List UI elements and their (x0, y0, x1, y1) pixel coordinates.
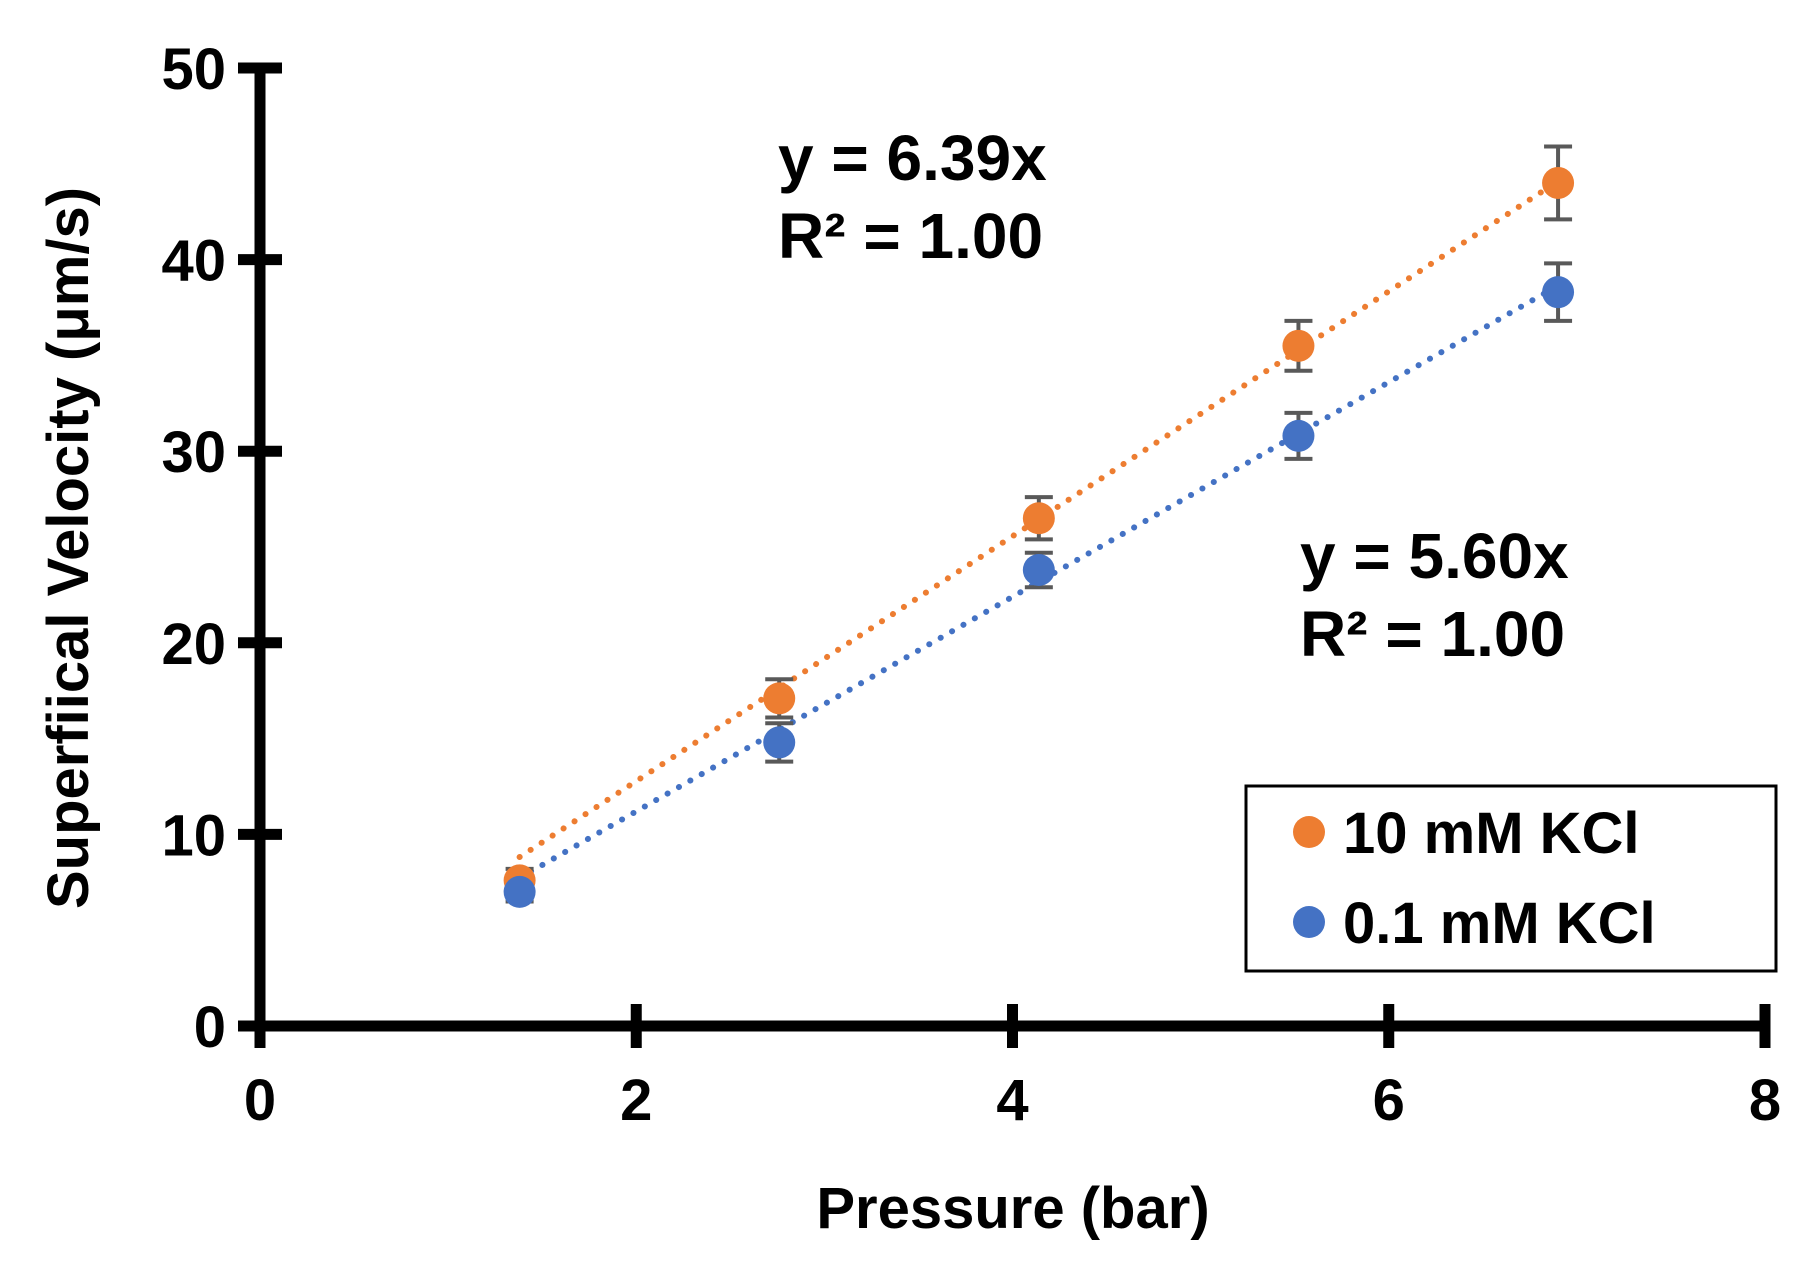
x-tick-label: 8 (1749, 1068, 1781, 1133)
orange-trendline-r2: R² = 1.00 (778, 200, 1043, 272)
y-tick-label: 0 (194, 995, 226, 1060)
data-points (503, 166, 1575, 908)
data-point-10mM (1022, 502, 1055, 535)
x-tick-label: 6 (1373, 1068, 1405, 1133)
legend-label-10mM: 10 mM KCl (1343, 801, 1640, 866)
x-tick-label: 4 (996, 1068, 1028, 1133)
legend-marker-10mM (1293, 816, 1325, 848)
x-tick-label: 0 (244, 1068, 276, 1133)
data-point-01mM (1542, 276, 1575, 309)
blue-trendline-r2: R² = 1.00 (1300, 598, 1565, 670)
axes: 0 2 4 6 8 0 10 20 30 40 50 (161, 37, 1781, 1133)
data-point-01mM (503, 875, 536, 908)
legend-box (1244, 784, 1778, 973)
y-axis-title: Superfiical Velocity (μm/s) (36, 187, 101, 909)
data-point-10mM (1282, 329, 1315, 362)
data-point-10mM (763, 682, 796, 715)
legend-marker-01mM (1293, 906, 1325, 938)
x-tick-label: 2 (620, 1068, 652, 1133)
data-point-10mM (1542, 166, 1575, 199)
data-point-01mM (1282, 419, 1315, 452)
legend-label-01mM: 0.1 mM KCl (1343, 891, 1656, 956)
data-point-01mM (1022, 553, 1055, 586)
y-tick-label: 10 (161, 803, 226, 868)
data-point-01mM (763, 726, 796, 759)
legend: 10 mM KCl 0.1 mM KCl (1244, 784, 1778, 973)
y-tick-label: 40 (161, 229, 226, 294)
x-axis-title: Pressure (bar) (816, 1176, 1209, 1241)
trendlines (516, 178, 1562, 881)
orange-trendline-equation: y = 6.39x (778, 122, 1047, 194)
trendline-01mM (516, 282, 1562, 881)
blue-trendline-equation: y = 5.60x (1300, 520, 1569, 592)
y-tick-label: 20 (161, 612, 226, 677)
trendline-10mM (516, 178, 1562, 861)
y-tick-label: 50 (161, 37, 226, 102)
y-tick-label: 30 (161, 420, 226, 485)
